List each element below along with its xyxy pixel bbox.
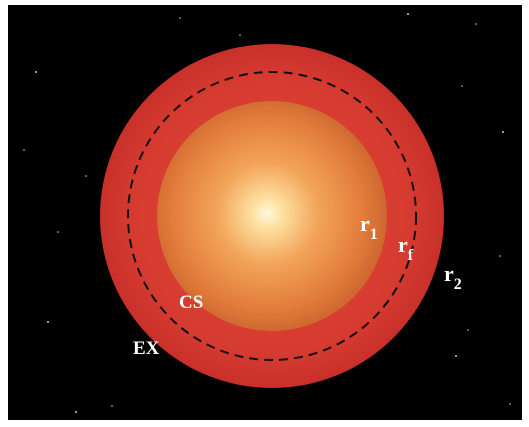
- label-cs: CS: [179, 292, 203, 313]
- label-r1: r1: [360, 211, 378, 243]
- label-sub: 1: [370, 226, 378, 243]
- core-sphere: [157, 101, 387, 331]
- label-sub: f: [408, 247, 414, 264]
- label-r2: r2: [444, 261, 462, 293]
- label-base: r: [360, 211, 370, 236]
- label-rf: rf: [398, 232, 414, 264]
- stars: [23, 13, 511, 413]
- label-ex: EX: [133, 338, 160, 359]
- label-base: r: [398, 232, 408, 257]
- label-sub: 2: [454, 276, 462, 293]
- dashed-front: [127, 71, 417, 361]
- label-base: r: [444, 261, 454, 286]
